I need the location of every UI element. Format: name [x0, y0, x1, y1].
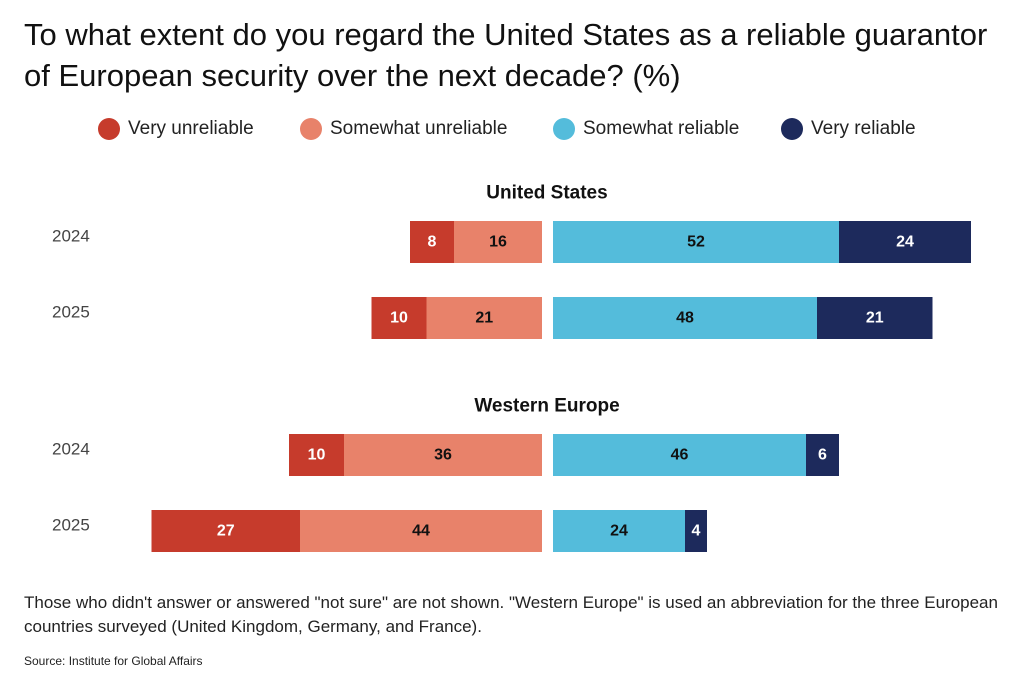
bar-somewhat-reliable	[553, 434, 806, 476]
bar-very-reliable	[685, 510, 707, 552]
value-label-somewhat-reliable: 24	[610, 523, 628, 540]
value-label-somewhat-unreliable: 44	[412, 523, 430, 540]
legend-swatch-somewhat-unreliable	[300, 118, 322, 140]
value-label-very-unreliable: 10	[390, 310, 408, 327]
source-note: Source: Institute for Global Affairs	[24, 654, 203, 668]
legend-label-somewhat-reliable: Somewhat reliable	[583, 118, 740, 139]
bar-somewhat-unreliable	[300, 510, 542, 552]
diverging-bar-chart: United States 2024 8 16 52 24 2025 10 21 48 21 West…	[52, 183, 971, 552]
value-label-somewhat-unreliable: 36	[434, 447, 452, 464]
bar-very-reliable	[817, 297, 933, 339]
legend-item-very-reliable: Very reliable	[781, 118, 916, 140]
legend-swatch-somewhat-reliable	[553, 118, 575, 140]
bar-very-unreliable	[410, 221, 454, 263]
value-label-somewhat-reliable: 48	[676, 310, 694, 327]
bar-very-unreliable	[151, 510, 300, 552]
legend-label-very-reliable: Very reliable	[811, 118, 916, 139]
value-label-somewhat-unreliable: 16	[489, 234, 507, 251]
value-label-somewhat-reliable: 46	[671, 447, 689, 464]
value-label-very-unreliable: 27	[217, 523, 235, 540]
legend: Very unreliable Somewhat unreliable Some…	[0, 118, 1024, 148]
bar-somewhat-unreliable	[454, 221, 542, 263]
bar-somewhat-reliable	[553, 221, 839, 263]
bar-very-reliable	[839, 221, 971, 263]
legend-swatch-very-unreliable	[98, 118, 120, 140]
legend-swatch-very-reliable	[781, 118, 803, 140]
legend-item-somewhat-unreliable: Somewhat unreliable	[300, 118, 507, 140]
bar-somewhat-reliable	[553, 510, 685, 552]
bar-somewhat-unreliable	[426, 297, 542, 339]
value-label-very-reliable: 6	[818, 447, 827, 464]
year-label: 2024	[52, 227, 90, 246]
bar-somewhat-reliable	[553, 297, 817, 339]
legend-item-very-unreliable: Very unreliable	[98, 118, 254, 140]
year-label: 2024	[52, 440, 90, 459]
value-label-somewhat-reliable: 52	[687, 234, 705, 251]
group-title: Western Europe	[474, 396, 619, 417]
legend-item-somewhat-reliable: Somewhat reliable	[553, 118, 739, 140]
legend-label-very-unreliable: Very unreliable	[128, 118, 254, 139]
bar-very-unreliable	[371, 297, 427, 339]
value-label-somewhat-unreliable: 21	[475, 310, 493, 327]
value-label-very-reliable: 24	[896, 234, 914, 251]
footnote: Those who didn't answer or answered "not…	[24, 593, 998, 636]
bar-very-unreliable	[289, 434, 344, 476]
year-label: 2025	[52, 303, 90, 322]
legend-label-somewhat-unreliable: Somewhat unreliable	[330, 118, 508, 139]
bar-very-reliable	[806, 434, 839, 476]
chart-title: To what extent do you regard the United …	[24, 17, 988, 93]
year-label: 2025	[52, 516, 90, 535]
value-label-very-reliable: 4	[692, 523, 701, 540]
group-title: United States	[486, 183, 607, 204]
value-label-very-reliable: 21	[866, 310, 884, 327]
bar-somewhat-unreliable	[344, 434, 542, 476]
value-label-very-unreliable: 8	[428, 234, 437, 251]
value-label-very-unreliable: 10	[308, 447, 326, 464]
